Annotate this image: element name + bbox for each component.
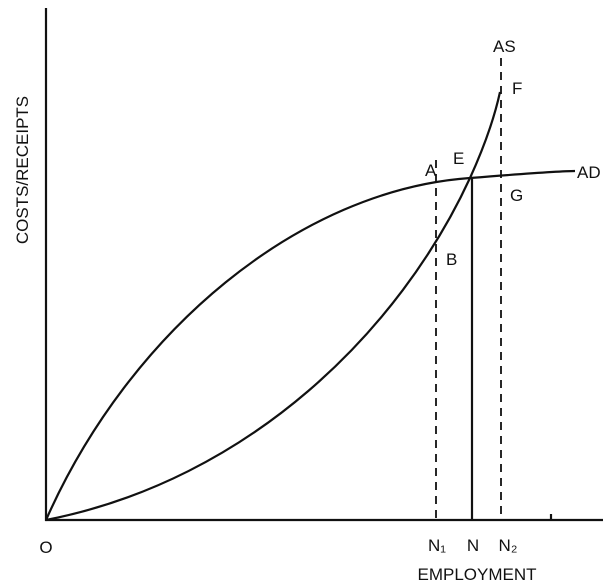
as-label: AS <box>493 37 516 56</box>
point-label: E <box>453 149 464 168</box>
point-label: G <box>510 186 523 205</box>
as-curve <box>45 91 502 522</box>
point-label: B <box>446 250 457 269</box>
ad-curve <box>44 169 576 521</box>
ad-label: AD <box>577 163 601 182</box>
point-label: F <box>512 79 522 98</box>
x-point-label: N₂ <box>499 536 518 555</box>
point-label: A <box>425 161 437 180</box>
y-label: COSTS/RECEIPTS <box>13 96 32 244</box>
x-point-label: N₁ <box>428 536 446 555</box>
x-label: EMPLOYMENT <box>417 565 536 584</box>
origin-label: O <box>39 538 52 557</box>
x-point-label: N <box>467 536 479 555</box>
